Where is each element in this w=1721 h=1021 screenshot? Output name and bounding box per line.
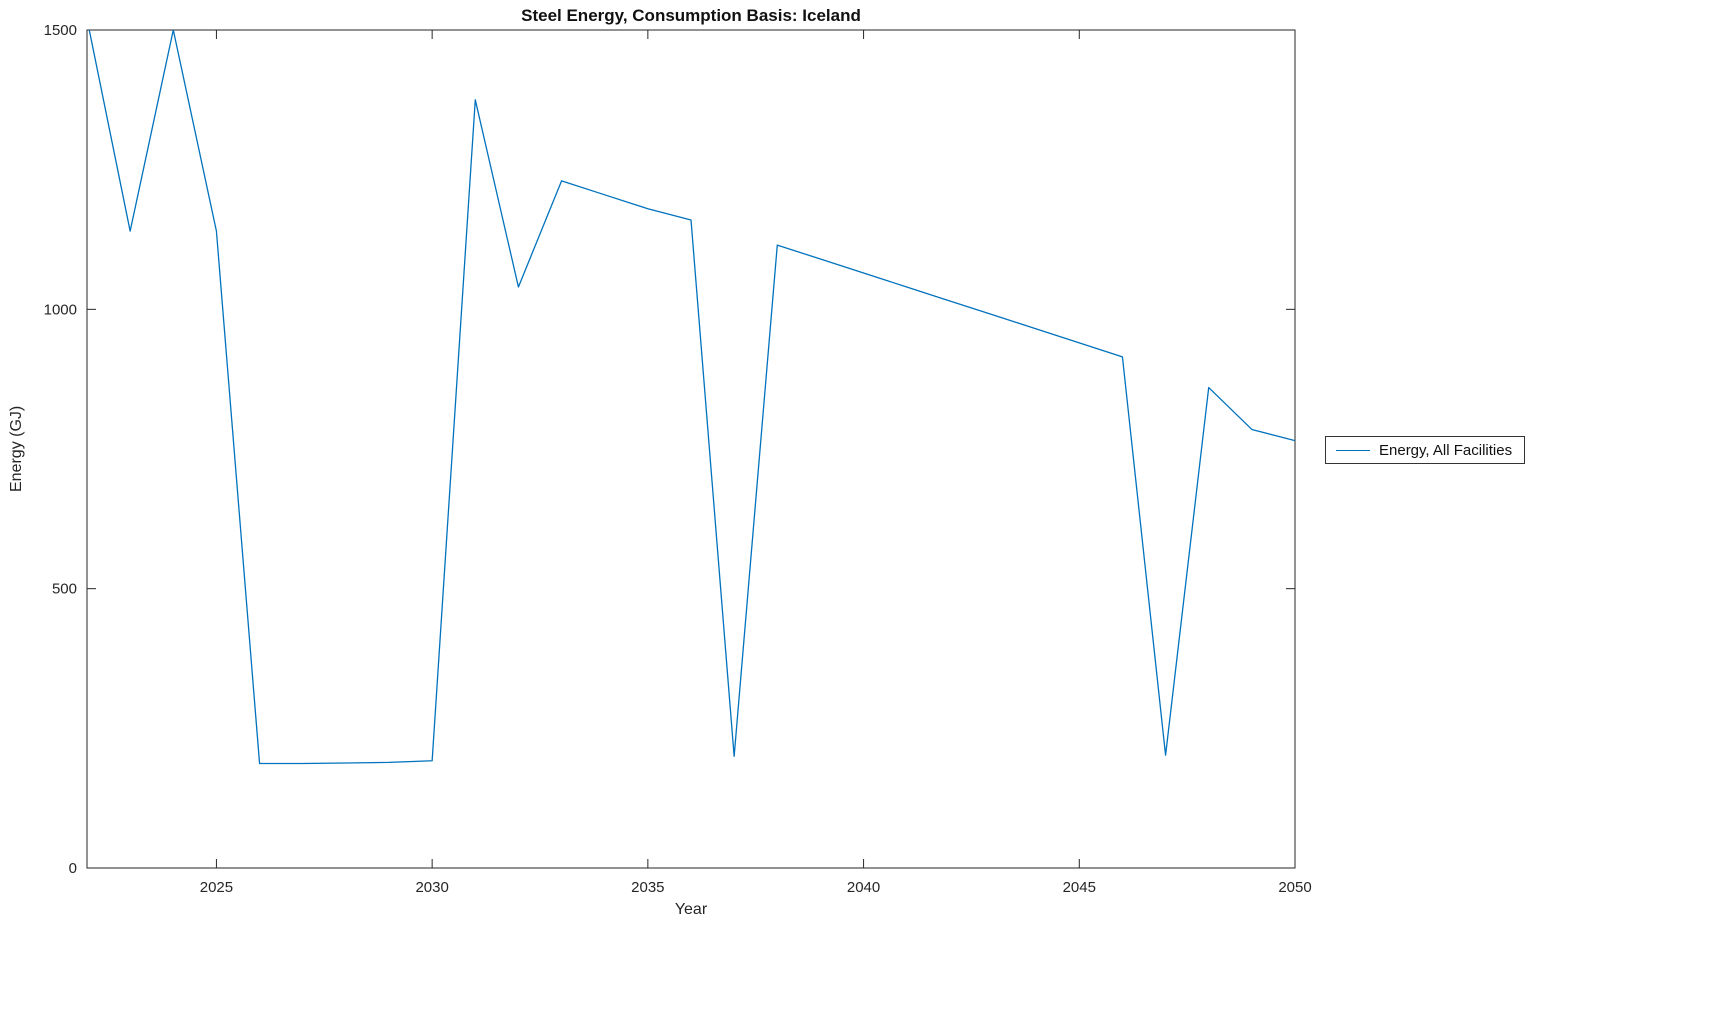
x-tick-label: 2040 xyxy=(847,879,880,896)
y-tick-label: 1500 xyxy=(44,22,77,39)
x-tick-label: 2050 xyxy=(1278,879,1311,896)
x-tick-label: 2030 xyxy=(415,879,448,896)
chart-title: Steel Energy, Consumption Basis: Iceland xyxy=(521,6,861,25)
y-tick-label: 0 xyxy=(69,860,77,877)
series-line xyxy=(88,30,1295,765)
x-tick-label: 2035 xyxy=(631,879,664,896)
y-tick-label: 1000 xyxy=(44,301,77,318)
legend-line-sample xyxy=(1336,449,1370,451)
x-axis-label: Year xyxy=(674,901,708,918)
legend-label: Energy, All Facilities xyxy=(1379,441,1513,459)
legend: Energy, All Facilities xyxy=(1325,436,1526,464)
y-tick-label: 500 xyxy=(52,581,77,598)
axes-box xyxy=(86,29,1296,869)
x-tick-label: 2025 xyxy=(200,879,233,896)
x-tick-label: 2045 xyxy=(1063,879,1096,896)
